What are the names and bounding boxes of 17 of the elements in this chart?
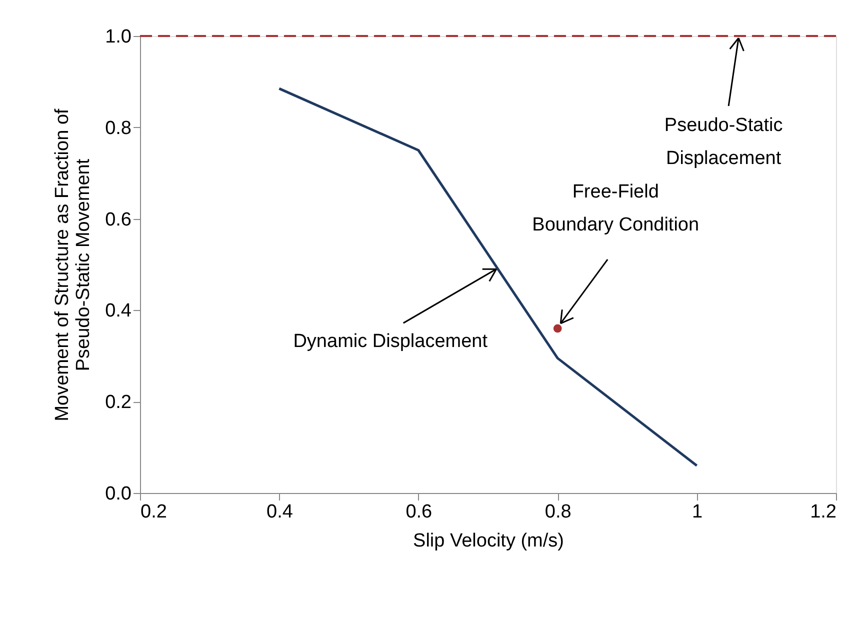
x-tick-label: 0.4: [266, 502, 294, 522]
y-tick-label: 0.2: [105, 392, 132, 414]
x-tick-label: 0.6: [406, 502, 432, 522]
annotation: Dynamic Displacement: [293, 331, 488, 352]
y-axis-title: Movement of Structure as Fraction of Pseudo-Static Movement: [52, 108, 94, 422]
annotation: Free-Field Boundary Condition: [532, 181, 700, 236]
x-tick-label: 0.2: [140, 502, 167, 522]
y-tick-label: 1.0: [105, 26, 132, 48]
x-tick-label: 1: [692, 502, 703, 522]
annotation: Pseudo-Static Displacement: [664, 115, 783, 169]
y-tick-label: 0.8: [105, 118, 132, 139]
x-tick-label: 1.2: [810, 502, 836, 522]
x-tick-label: 0.8: [544, 502, 572, 522]
x-axis-title: Slip Velocity (m/s): [413, 530, 564, 552]
y-tick-label: 0.0: [105, 484, 132, 504]
y-tick-label: 0.4: [105, 300, 132, 322]
y-tick-label: 0.6: [105, 209, 132, 230]
